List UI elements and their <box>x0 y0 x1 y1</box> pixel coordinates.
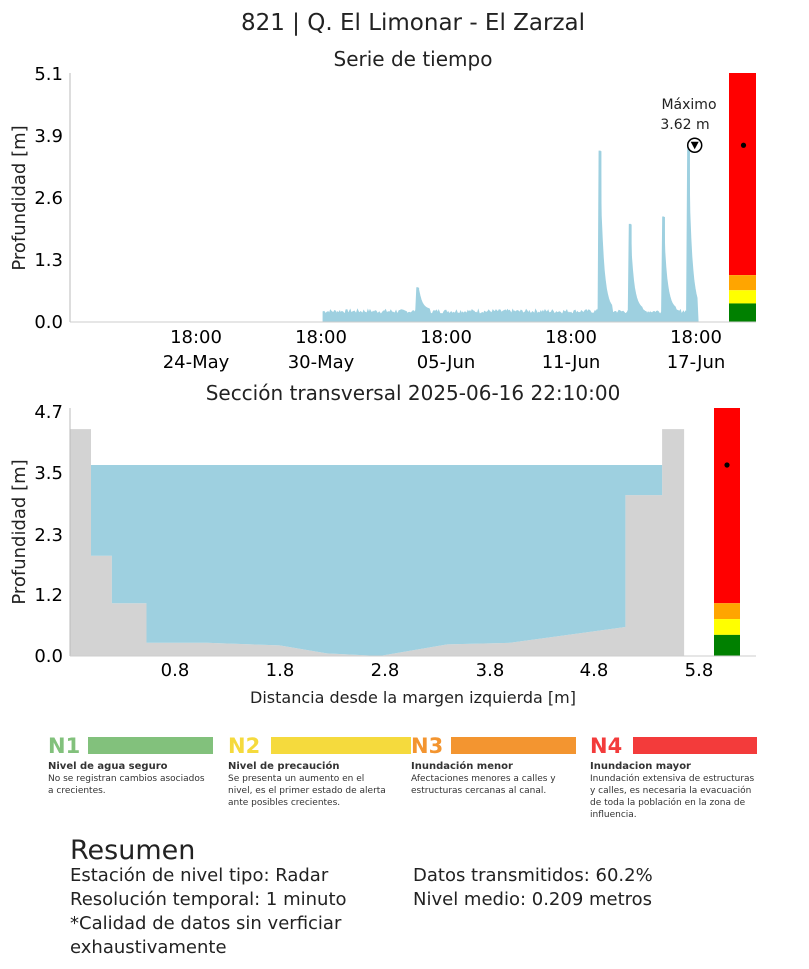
ts-xtick-date: 17-Jun <box>667 352 726 373</box>
xs-xtick: 5.8 <box>685 660 714 681</box>
ts-ytick: 0.0 <box>34 312 63 333</box>
level-name: Inundación menor <box>411 761 513 772</box>
data-quality-note: *Calidad de datos sin verficiar exhausti… <box>70 913 342 958</box>
level-name: Inundacion mayor <box>590 761 691 772</box>
ts-xtick-time: 18:00 <box>295 327 347 348</box>
section-alert-bar-green <box>714 634 740 656</box>
level-code: N2 <box>228 734 261 758</box>
ts-xtick-date: 24-May <box>163 352 230 373</box>
ts-xtick-time: 18:00 <box>670 327 722 348</box>
level-name: Nivel de precaución <box>228 761 340 772</box>
level-code: N4 <box>590 734 623 758</box>
ts-ytick: 2.6 <box>34 188 63 209</box>
section-xlabel: Distancia desde la margen izquierda [m] <box>250 688 576 707</box>
level-description: No se registran cambios asociados a crec… <box>48 774 205 796</box>
section-terrain <box>70 429 685 656</box>
section-current-level-marker <box>724 462 730 468</box>
ts-xtick-time: 18:00 <box>545 327 597 348</box>
mean-level: Nivel medio: 0.209 metros <box>413 889 653 910</box>
xs-xtick: 2.8 <box>371 660 400 681</box>
level-n2: N2 Nivel de precaución Se presenta un au… <box>228 733 411 809</box>
ts-xtick-date: 11-Jun <box>542 352 601 373</box>
figure-title: 821 | Q. El Limonar - El Zarzal <box>241 10 585 36</box>
section-water <box>90 464 663 656</box>
alert-bar-green <box>729 303 756 322</box>
xs-ytick: 3.5 <box>34 463 63 484</box>
level-n1: N1 Nivel de agua seguro No se registran … <box>48 733 216 797</box>
max-annotation-value: 3.62 m <box>660 117 709 133</box>
xs-ytick: 2.3 <box>34 525 63 546</box>
ts-xtick-date: 30-May <box>288 352 355 373</box>
section-xticks: 0.8 1.8 2.8 3.8 4.8 5.8 <box>161 660 714 681</box>
xs-xtick: 3.8 <box>476 660 505 681</box>
section-ylabel: Profundidad [m] <box>9 459 30 604</box>
section-alert-bar-red <box>714 408 740 604</box>
level-n4: N4 Inundacion mayor Inundación extensiva… <box>590 733 758 821</box>
level-n3: N3 Inundación menor Afectaciones menores… <box>411 733 579 797</box>
alert-bar-current-marker <box>740 142 747 148</box>
section-yticks: 0.0 1.2 2.3 3.5 4.7 <box>34 402 63 667</box>
ts-ytick: 3.9 <box>34 126 63 147</box>
xs-xtick: 0.8 <box>161 660 190 681</box>
level-description: Se presenta un aumento en el nivel, es e… <box>228 774 386 808</box>
xs-ytick: 1.2 <box>34 585 63 606</box>
summary-left-column: Estación de nivel tipo: Radar Resolución… <box>70 864 380 960</box>
max-marker-triangle <box>690 141 699 150</box>
level-color-bar <box>271 737 411 754</box>
time-resolution: Resolución temporal: 1 minuto <box>70 889 347 910</box>
xs-ytick: 4.7 <box>34 402 63 423</box>
summary-title: Resumen <box>70 835 196 866</box>
alert-bar-orange <box>729 275 756 291</box>
level-color-bar <box>451 737 576 754</box>
timeseries-marks <box>322 73 756 323</box>
ts-ytick: 5.1 <box>34 64 63 85</box>
level-color-bar <box>88 737 213 754</box>
xs-xtick: 4.8 <box>580 660 609 681</box>
level-code: N3 <box>411 734 444 758</box>
section-marks <box>70 408 740 656</box>
section-alert-bar-yellow <box>714 619 740 635</box>
level-name: Nivel de agua seguro <box>48 761 168 772</box>
timeseries-xticks: 18:00 24-May 18:00 30-May 18:00 05-Jun 1… <box>163 327 726 373</box>
section-panel: Sección transversal 2025-06-16 22:10:00 … <box>9 381 756 707</box>
timeseries-panel: Serie de tiempo Profundidad [m] 0.0 1.3 … <box>9 47 756 373</box>
ts-ytick: 1.3 <box>34 250 63 271</box>
level-color-bar <box>633 737 757 754</box>
max-annotation-label: Máximo <box>661 97 716 113</box>
alert-bar-red <box>729 73 756 276</box>
level-description: Inundación extensiva de estructuras y ca… <box>590 774 755 820</box>
timeseries-subtitle: Serie de tiempo <box>334 47 493 71</box>
ts-xtick-time: 18:00 <box>170 327 222 348</box>
level-description: Afectaciones menores a calles y estructu… <box>411 774 556 796</box>
timeseries-yticks: 0.0 1.3 2.6 3.9 5.1 <box>34 64 63 333</box>
summary-right-column: Datos transmitidos: 60.2% Nivel medio: 0… <box>413 864 753 912</box>
alert-bar-yellow <box>729 290 756 304</box>
level-code: N1 <box>48 734 81 758</box>
section-alert-bar-orange <box>714 603 740 620</box>
section-subtitle: Sección transversal 2025-06-16 22:10:00 <box>206 381 621 405</box>
ts-xtick-time: 18:00 <box>420 327 472 348</box>
alert-level-legend: N1 Nivel de agua seguro No se registran … <box>48 733 760 833</box>
transmitted-data: Datos transmitidos: 60.2% <box>413 865 653 886</box>
xs-ytick: 0.0 <box>34 646 63 667</box>
timeseries-ylabel: Profundidad [m] <box>9 125 30 270</box>
timeseries-depth-area <box>322 144 699 323</box>
summary: Resumen Estación de nivel tipo: Radar Re… <box>70 834 770 958</box>
xs-xtick: 1.8 <box>266 660 295 681</box>
station-type: Estación de nivel tipo: Radar <box>70 865 329 886</box>
ts-xtick-date: 05-Jun <box>417 352 476 373</box>
